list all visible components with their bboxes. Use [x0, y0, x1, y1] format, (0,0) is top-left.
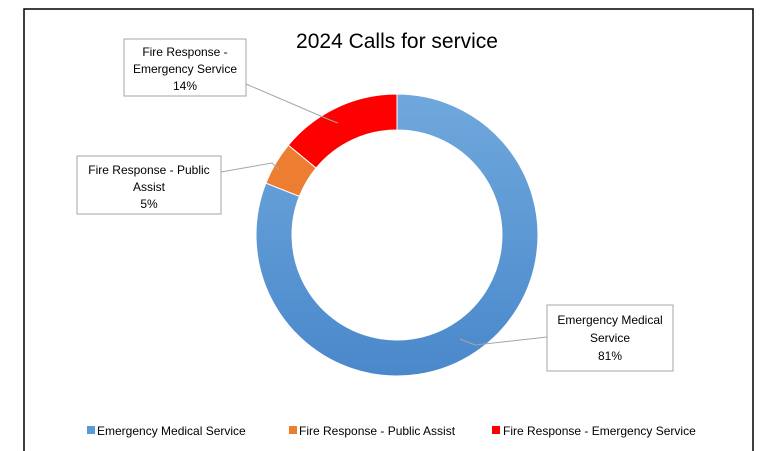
- callout-box: [76, 155, 222, 215]
- callout-emergency-service: Fire Response - Emergency Service 14%: [123, 38, 247, 97]
- legend-label: Emergency Medical Service: [97, 424, 246, 438]
- callout-value: 5%: [140, 197, 158, 211]
- leader-lines: [220, 83, 548, 346]
- callout-line-2: Emergency Service: [133, 62, 237, 76]
- callout-line-1: Fire Response -: [142, 45, 227, 59]
- slice-emergency-service: [287, 93, 398, 169]
- legend: Emergency Medical Service Fire Response …: [87, 424, 696, 438]
- donut-slices: [255, 93, 539, 377]
- callout-box: [123, 38, 247, 97]
- leader-line-emergency-service: [245, 83, 339, 124]
- slice-emergency-medical: [255, 93, 539, 377]
- callout-value: 14%: [173, 79, 197, 93]
- legend-swatch: [289, 426, 297, 434]
- legend-label: Fire Response - Public Assist: [299, 424, 456, 438]
- callout-value: 81%: [598, 349, 622, 363]
- callout-emergency-medical: Emergency Medical Service 81%: [546, 304, 674, 372]
- legend-item-emergency-medical: Emergency Medical Service: [87, 424, 246, 438]
- callout-line-2: Service: [590, 331, 630, 345]
- legend-item-public-assist: Fire Response - Public Assist: [289, 424, 456, 438]
- callout-line-1: Emergency Medical: [557, 313, 662, 327]
- chart-title: 2024 Calls for service: [296, 30, 498, 53]
- legend-item-emergency-service: Fire Response - Emergency Service: [492, 424, 696, 438]
- callout-public-assist: Fire Response - Public Assist 5%: [76, 155, 222, 215]
- callout-box: [546, 304, 674, 372]
- legend-swatch: [87, 426, 95, 434]
- callout-line-1: Fire Response - Public: [88, 163, 209, 177]
- leader-line-emergency-medical: [459, 336, 548, 346]
- legend-label: Fire Response - Emergency Service: [503, 424, 696, 438]
- callout-line-2: Assist: [133, 180, 166, 194]
- legend-swatch: [492, 426, 500, 434]
- leader-line-public-assist: [220, 162, 280, 173]
- chart-border: [23, 8, 754, 451]
